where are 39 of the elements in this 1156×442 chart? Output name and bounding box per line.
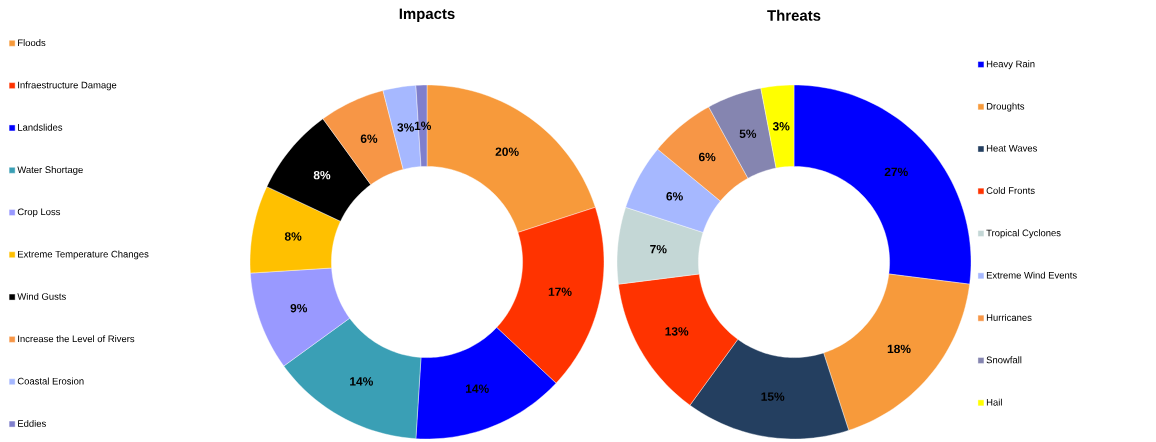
data-label: 8% [313, 170, 331, 180]
data-label: 14% [350, 377, 373, 386]
data-label: 13% [665, 327, 689, 336]
legend-label: Eddies [18, 419, 46, 427]
legend-label: Coastal Erosion [17, 377, 84, 385]
chart-title: Impacts [399, 8, 455, 22]
legend-label: Landslides [18, 123, 63, 131]
data-label: 17% [548, 287, 572, 296]
legend-label: Hail [986, 398, 1002, 406]
legend-label: Wind Gusts [17, 292, 66, 300]
data-label: 3% [772, 122, 790, 131]
legend-label: Cold Fronts [986, 186, 1035, 194]
data-label: 15% [761, 392, 785, 401]
legend-label: Floods [18, 39, 46, 47]
data-label: 7% [650, 244, 667, 254]
legend-label: Increase the Level of Rivers [18, 335, 135, 343]
legend-label: Heavy Rain [986, 60, 1035, 70]
data-label: 3% [397, 123, 414, 132]
legend-label: Extreme Temperature Changes [18, 250, 149, 260]
data-label: 27% [884, 167, 908, 177]
data-label: 6% [360, 134, 378, 143]
data-label: 6% [698, 152, 716, 162]
legend-label: Extreme Wind Events [986, 271, 1077, 279]
data-label: 8% [284, 232, 302, 241]
legend-label: Water Shortage [17, 166, 83, 175]
chart-title: Threats [767, 9, 821, 21]
legend-label: Snowfall [986, 356, 1022, 364]
data-label: 18% [887, 344, 911, 354]
data-label: 5% [739, 129, 757, 138]
legend-label: Infraestructure Damage [18, 81, 117, 91]
legend-label: Heat Waves [986, 145, 1037, 152]
data-label: 14% [465, 384, 489, 393]
legend-label: Tropical Cyclones [986, 229, 1061, 239]
data-label: 9% [290, 303, 308, 313]
legend-label: Crop Loss [17, 208, 61, 218]
legend-label: Hurricanes [986, 314, 1032, 321]
data-label: 20% [495, 147, 519, 156]
legend-label: Droughts [986, 102, 1025, 112]
data-label: 6% [666, 192, 683, 201]
